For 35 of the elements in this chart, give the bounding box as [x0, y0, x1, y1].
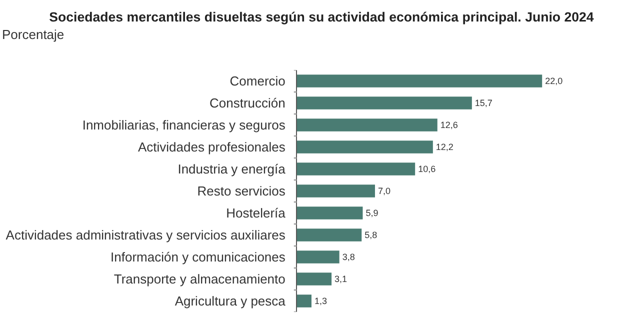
data-label: 5,9 — [366, 208, 378, 218]
y-tick-label: Actividades profesionales — [138, 140, 286, 155]
data-label: 10,6 — [418, 164, 436, 174]
data-label: 15,7 — [474, 98, 492, 108]
data-label: 5,8 — [364, 230, 378, 240]
x-axis-title: Porcentaje — [2, 27, 64, 42]
data-label: 12,2 — [436, 142, 454, 152]
bar — [297, 294, 312, 308]
y-tick-label: Actividades administrativas y servicios auxiliares — [6, 228, 286, 243]
bar — [297, 162, 416, 176]
bar — [297, 272, 332, 286]
bar — [297, 140, 433, 154]
data-label: 3,1 — [334, 274, 348, 284]
data-label: 12,6 — [440, 120, 458, 130]
bar — [297, 96, 472, 110]
bar — [297, 118, 438, 132]
bar — [297, 74, 542, 88]
y-tick-label: Agricultura y pesca — [174, 294, 286, 309]
bar — [297, 184, 375, 198]
data-label: 22,0 — [545, 76, 563, 86]
y-tick-label: Resto servicios — [197, 184, 286, 199]
chart-title: Sociedades mercantiles disueltas según su actividad económica principal. Junio 2024 — [49, 10, 594, 25]
y-tick-label: Hostelería — [226, 206, 286, 221]
y-tick-label: Comercio — [230, 74, 286, 89]
bar — [297, 206, 363, 220]
data-label: 3,8 — [342, 252, 355, 262]
data-label: 1,3 — [314, 296, 327, 306]
bar — [297, 250, 340, 264]
data-label: 7,0 — [378, 186, 391, 196]
y-tick-label: Industria y energía — [178, 162, 286, 177]
y-tick-label: Construcción — [210, 96, 286, 111]
bar — [297, 228, 362, 242]
y-tick-label: Transporte y almacenamiento — [114, 272, 286, 287]
y-tick-label: Inmobiliarias, financieras y seguros — [82, 118, 286, 133]
y-tick-label: Información y comunicaciones — [110, 250, 286, 265]
